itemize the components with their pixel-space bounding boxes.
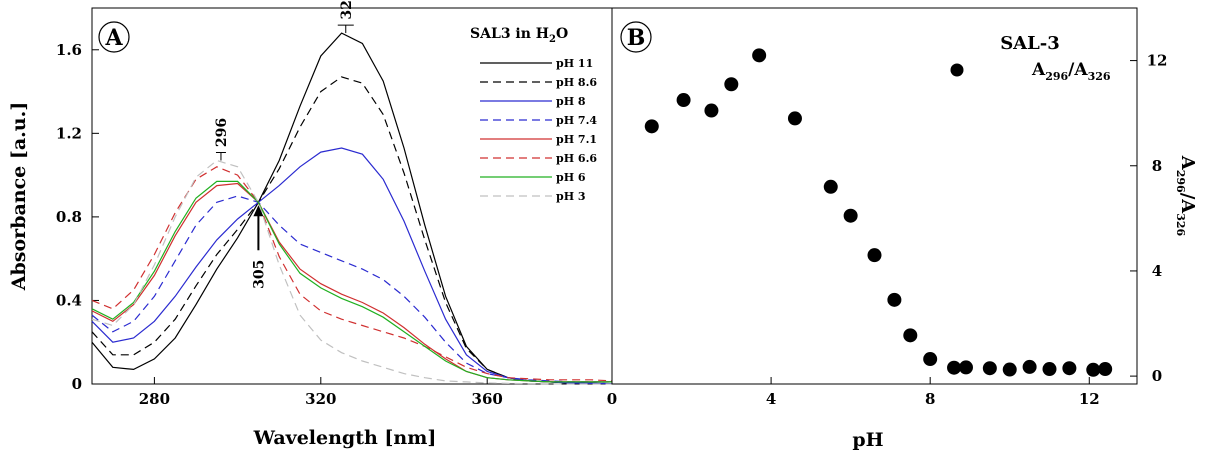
panel-b-ytick-label: 0	[1152, 367, 1162, 385]
panel-a-ytick-label: 0.4	[56, 291, 82, 309]
ylabel-a1: A	[1177, 155, 1198, 171]
panel-b-ticks: 0 4 8 12 0 4 8 12	[607, 52, 1168, 408]
scatter-point	[676, 93, 691, 108]
panel-b-ytick-label: 12	[1147, 52, 1168, 70]
scatter-point	[1086, 362, 1101, 377]
series-line-ph-7-4	[91, 195, 612, 383]
scatter-point	[887, 292, 902, 307]
panel-a-ytick-label: 1.6	[56, 41, 82, 59]
panel-a-xlabel: Wavelength [nm]	[253, 427, 437, 449]
panel-b-ylabel: A296/A326	[1174, 155, 1198, 237]
scatter-point	[704, 103, 719, 118]
ylabel-sub1: 296	[1174, 170, 1187, 193]
legend-entry-label: pH 11	[556, 57, 593, 70]
panel-a-legend: SAL3 in H2O pH 11 pH 8.6 pH 8 pH 7.4 pH 7.1 pH…	[470, 26, 597, 203]
scatter-point	[752, 48, 767, 63]
series-line-ph-8	[91, 147, 613, 385]
panel-b-ytick-label: 8	[1152, 157, 1162, 175]
panel-a-xtick-label: 280	[139, 390, 170, 408]
annotation-296: 296	[214, 118, 230, 147]
scatter-point	[843, 208, 858, 223]
scatter-point	[787, 111, 802, 126]
panel-b-xlabel: pH	[852, 429, 883, 451]
panel-a-badge-circle	[98, 21, 130, 53]
legend-entry-label: pH 8	[556, 95, 586, 108]
legend-entry-label: pH 8.6	[556, 76, 597, 89]
series-line-ph-11	[91, 32, 613, 385]
panel-b-xtick-label: 8	[925, 390, 935, 408]
panel-b-frame	[611, 7, 1138, 385]
scatter-point	[644, 119, 659, 134]
panel-a-annotations: 326 296 305	[214, 0, 355, 289]
panel-a-series	[91, 32, 613, 385]
annotation-305-arrowhead	[253, 205, 264, 217]
legend-entry-label: pH 6.6	[556, 152, 597, 165]
scatter-point	[724, 77, 739, 92]
legend-entry-label: pH 6	[556, 171, 586, 184]
scatter-point	[823, 179, 838, 194]
scatter-point	[867, 248, 882, 263]
panel-b-xtick-label: 4	[766, 390, 776, 408]
panel-b-legend-marker	[950, 63, 964, 77]
panel-a-ytick-label: 0.8	[56, 208, 82, 226]
panel-a-ylabel: Absorbance [a.u.]	[8, 102, 30, 291]
panel-b-points	[644, 48, 1113, 377]
series-line-ph-3	[91, 159, 612, 385]
scatter-point	[903, 328, 918, 343]
panel-b-title: SAL-3	[1000, 33, 1060, 54]
panel-b-legend: A296/A326	[950, 60, 1111, 83]
panel-a-ytick-label: 0	[72, 375, 82, 393]
panel-b-label: B	[627, 25, 646, 51]
panel-a-xtick-label: 360	[472, 390, 503, 408]
legend-sub2: 326	[1088, 70, 1111, 83]
panel-a: 280 320 360 0 0.4 0.8 1.2 1.6 326 296 305 SAL3 in…	[8, 0, 613, 449]
panel-b-xtick-label: 0	[607, 390, 617, 408]
annotation-305: 305	[251, 260, 267, 289]
panel-a-label: A	[104, 25, 123, 51]
scatter-point	[982, 361, 997, 376]
panel-b-xtick-label: 12	[1079, 390, 1100, 408]
scatter-point	[958, 360, 973, 375]
panel-b-ytick-label: 4	[1152, 262, 1162, 280]
annotation-326: 326	[339, 0, 355, 20]
legend-entry-label: pH 7.1	[556, 133, 597, 146]
panel-b-legend-label: A296/A326	[1031, 60, 1111, 83]
scatter-point	[947, 360, 962, 375]
panel-a-ytick-label: 1.2	[56, 124, 82, 142]
series-line-ph-6	[91, 180, 612, 383]
scatter-point	[1022, 359, 1037, 374]
legend-entry-label: pH 7.4	[556, 114, 597, 127]
scatter-point	[1098, 362, 1113, 377]
series-line-ph-6-6	[91, 166, 613, 382]
ylabel-mid: /A	[1177, 193, 1198, 215]
panel-a-legend-title: SAL3 in H2O	[470, 26, 568, 45]
legend-a1: A	[1031, 60, 1046, 80]
scatter-point	[923, 352, 938, 367]
panel-a-xtick-label: 320	[305, 390, 336, 408]
legend-mid: /A	[1068, 60, 1088, 80]
legend-sub1: 296	[1045, 70, 1068, 83]
scatter-point	[1002, 362, 1017, 377]
panel-b-badge-circle	[620, 21, 652, 53]
scatter-point	[1062, 361, 1077, 376]
panel-a-badge: A	[98, 21, 130, 53]
ylabel-sub2: 326	[1174, 213, 1187, 236]
series-line-ph-7-1	[91, 182, 612, 383]
scatter-point	[1042, 362, 1057, 377]
panel-a-ticks: 280 320 360 0 0.4 0.8 1.2 1.6	[56, 41, 503, 408]
panel-b-badge: B	[620, 21, 652, 53]
legend-entry-label: pH 3	[556, 190, 586, 203]
